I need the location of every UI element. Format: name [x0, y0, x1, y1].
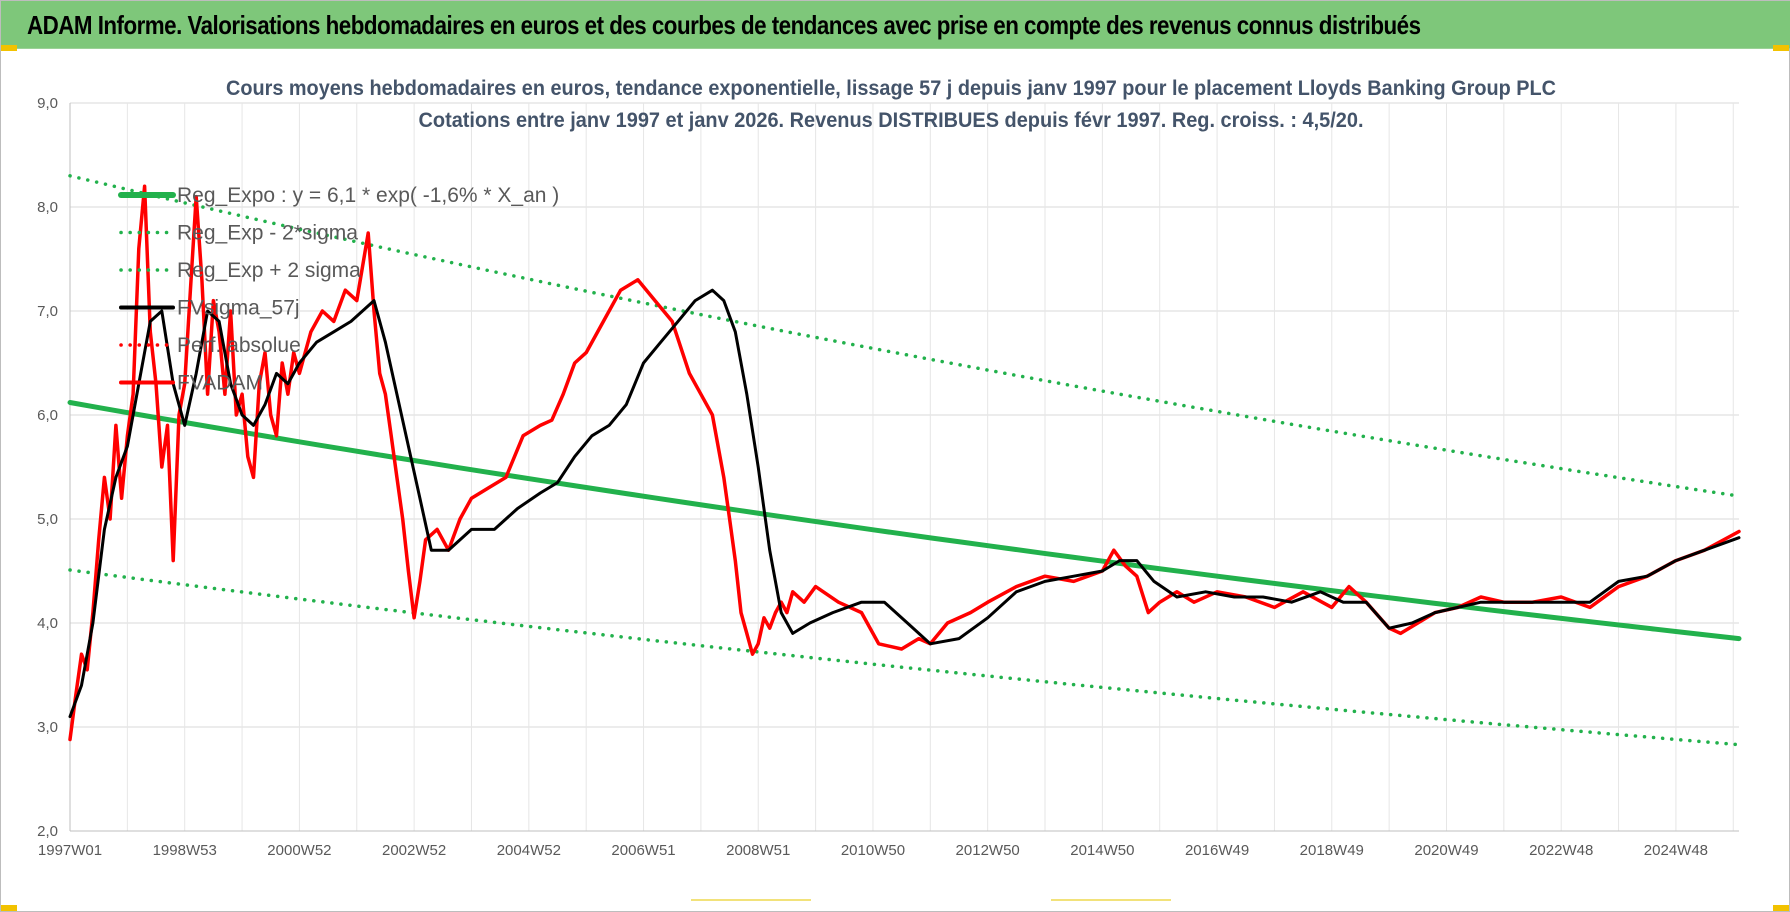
fvsigma-57j-line	[68, 288, 1741, 719]
legend-label: FVADAM	[177, 372, 263, 395]
price-chart: 2,0 3,0 4,0 5,0 6,0 7,0 8,0 9,0 1997W01 1998W53 20…	[37, 77, 1742, 859]
price-lines	[68, 184, 1741, 742]
x-tick-label: 2020W49	[1414, 842, 1478, 859]
chart-legend: Reg_Expo : y = 6,1 * exp( -1,6% * X_an )…	[118, 184, 559, 395]
axis-ticks: 2,0 3,0 4,0 5,0 6,0 7,0 8,0 9,0 1997W01 1998W53 20…	[37, 95, 1708, 859]
y-tick-label: 8,0	[37, 199, 58, 216]
corner-marker	[1, 45, 17, 51]
x-tick-label: 1997W01	[38, 842, 102, 859]
chart-subtitle: Cotations entre janv 1997 et janv 2026. …	[419, 109, 1364, 132]
reg-minus-2sigma-line	[68, 568, 1741, 747]
fvadam-line	[68, 184, 1741, 742]
legend-label: Reg_Expo : y = 6,1 * exp( -1,6% * X_an )	[177, 184, 559, 207]
corner-marker	[1773, 45, 1789, 51]
x-tick-label: 2024W48	[1644, 842, 1708, 859]
x-tick-label: 2008W51	[726, 842, 790, 859]
report-title: ADAM Informe. Valorisations hebdomadaire…	[27, 10, 1421, 40]
x-tick-label: 2022W48	[1529, 842, 1593, 859]
bottom-highlight	[1051, 899, 1171, 901]
y-tick-label: 5,0	[37, 511, 58, 528]
x-tick-label: 2014W50	[1070, 842, 1134, 859]
x-tick-label: 2000W52	[267, 842, 331, 859]
x-tick-label: 2016W49	[1185, 842, 1249, 859]
x-tick-label: 2002W52	[382, 842, 446, 859]
chart-grid	[69, 102, 1739, 832]
x-tick-label: 2018W49	[1300, 842, 1364, 859]
legend-label: Reg_Exp - 2*sigma	[177, 222, 358, 245]
y-tick-label: 2,0	[37, 823, 58, 840]
corner-marker	[1773, 905, 1789, 911]
legend-label: FVsigma_57j	[177, 297, 300, 320]
x-tick-label: 2010W50	[841, 842, 905, 859]
report-banner: ADAM Informe. Valorisations hebdomadaire…	[1, 1, 1790, 49]
y-tick-label: 3,0	[37, 719, 58, 736]
x-tick-label: 2006W51	[611, 842, 675, 859]
legend-label: Reg_Exp + 2 sigma	[177, 259, 361, 282]
x-tick-label: 2012W50	[956, 842, 1020, 859]
legend-label: Perf. absolue	[177, 334, 301, 357]
y-tick-label: 4,0	[37, 615, 58, 632]
bottom-highlight	[691, 899, 811, 901]
x-tick-label: 2004W52	[497, 842, 561, 859]
y-tick-label: 6,0	[37, 407, 58, 424]
y-tick-label: 9,0	[37, 95, 58, 112]
chart-title: Cours moyens hebdomadaires en euros, ten…	[226, 77, 1556, 100]
y-tick-label: 7,0	[37, 303, 58, 320]
x-tick-label: 1998W53	[153, 842, 217, 859]
reg-plus-2sigma-line	[68, 174, 1741, 498]
corner-marker	[1, 905, 17, 911]
